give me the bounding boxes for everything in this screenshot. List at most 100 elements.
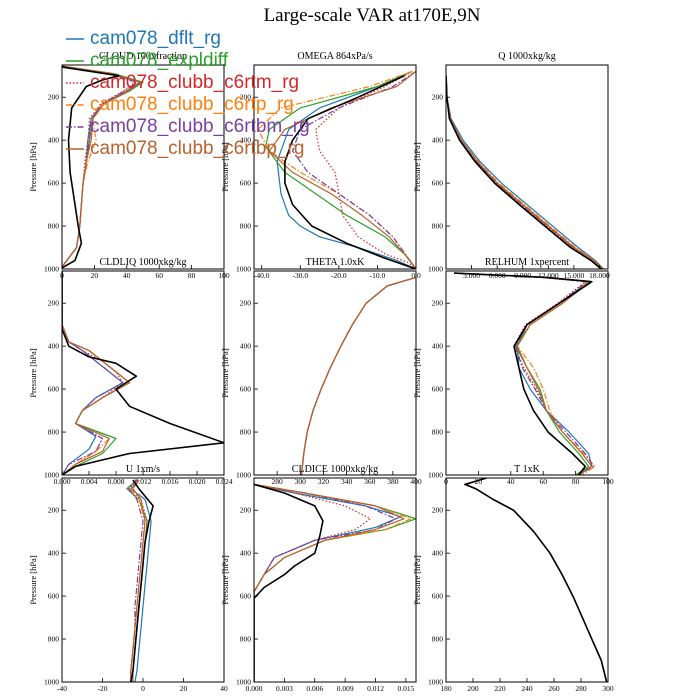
series-line-2 bbox=[62, 271, 130, 475]
y-tick-label: 600 bbox=[48, 385, 60, 394]
panel-title: CLDLIQ 1000xkg/kg bbox=[100, 257, 187, 268]
panel-title: T 1xK bbox=[514, 464, 540, 475]
x-tick-label: -30.0 bbox=[292, 271, 308, 280]
y-tick-label: 600 bbox=[240, 179, 252, 188]
x-tick-label: 80 bbox=[188, 271, 196, 280]
y-tick-label: 400 bbox=[432, 549, 444, 558]
series-line-1 bbox=[62, 271, 123, 475]
panel-title: RELHUM 1xpercent bbox=[485, 257, 569, 268]
y-tick-label: 200 bbox=[48, 506, 60, 515]
y-axis-label: Pressure [hPa] bbox=[220, 348, 230, 398]
y-tick-label: 1000 bbox=[428, 265, 443, 274]
y-tick-label: 800 bbox=[432, 222, 444, 231]
x-tick-label: -20.0 bbox=[331, 271, 347, 280]
y-tick-label: 400 bbox=[48, 549, 60, 558]
y-axis-label: Pressure [hPa] bbox=[28, 142, 38, 192]
figure-title: Large-scale VAR at170E,9N bbox=[264, 5, 481, 26]
x-tick-label: 40 bbox=[123, 271, 131, 280]
series-line-2 bbox=[301, 277, 416, 475]
legend-label: cam078_clubb_c6rtm_rg bbox=[90, 72, 299, 93]
plot-frame bbox=[446, 478, 608, 682]
y-tick-label: 800 bbox=[48, 428, 60, 437]
y-tick-label: 200 bbox=[432, 506, 444, 515]
legend-item-5: cam078_clubb_c6rtbm_rg bbox=[66, 116, 310, 137]
y-tick-label: 1000 bbox=[44, 471, 59, 480]
y-tick-label: 1000 bbox=[236, 678, 251, 687]
panel-title: U 1xm/s bbox=[126, 464, 160, 475]
series-line-3 bbox=[465, 478, 607, 682]
x-tick-label: 220 bbox=[494, 684, 506, 693]
x-tick-label: 0.012 bbox=[367, 684, 384, 693]
panel-title: CLDICE 1000xkg/kg bbox=[292, 464, 378, 475]
y-axis-label: Pressure [hPa] bbox=[220, 555, 230, 605]
y-tick-label: 400 bbox=[48, 342, 60, 351]
series-line-1 bbox=[254, 484, 401, 682]
figure: Large-scale VAR at170E,9N 0 20 40 60 80 10020… bbox=[0, 0, 700, 700]
y-tick-label: 200 bbox=[48, 93, 60, 102]
y-axis-label: Pressure [hPa] bbox=[412, 142, 422, 192]
x-tick-label: 40 bbox=[220, 684, 228, 693]
y-tick-label: 400 bbox=[48, 136, 60, 145]
series-line-4 bbox=[301, 277, 416, 475]
y-tick-label: 600 bbox=[240, 385, 252, 394]
y-tick-label: 800 bbox=[432, 428, 444, 437]
x-tick-label: 0.006 bbox=[306, 684, 323, 693]
x-tick-label: 20 bbox=[180, 684, 188, 693]
legend-item-3: cam078_clubb_c6rtm_rg bbox=[66, 72, 299, 93]
x-tick-label: 18.000 bbox=[589, 271, 610, 280]
y-tick-label: 1000 bbox=[236, 471, 251, 480]
series-line-7 bbox=[446, 76, 601, 269]
y-tick-label: 600 bbox=[48, 179, 60, 188]
series-group bbox=[62, 271, 224, 475]
y-tick-label: 1000 bbox=[428, 678, 443, 687]
legend-label: cam078_dflt_rg bbox=[90, 28, 221, 49]
series-line-1 bbox=[466, 478, 606, 682]
y-tick-label: 200 bbox=[240, 299, 252, 308]
series-line-2 bbox=[466, 478, 606, 682]
x-tick-label: -40.0 bbox=[254, 271, 270, 280]
series-group bbox=[254, 484, 416, 682]
x-tick-label: 0.015 bbox=[397, 684, 414, 693]
legend-item-4: cam078_clubb_c6rtp_rg bbox=[66, 94, 294, 115]
series-line-5 bbox=[446, 76, 603, 269]
y-axis-label: Pressure [hPa] bbox=[412, 555, 422, 605]
legend-label: cam078_clubb_c6rtbp_rg bbox=[90, 138, 304, 159]
series-line-7 bbox=[254, 484, 323, 682]
y-tick-label: 600 bbox=[432, 385, 444, 394]
y-tick-label: 1000 bbox=[44, 678, 59, 687]
x-tick-label: 300 bbox=[602, 684, 614, 693]
panel-title: OMEGA 864xPa/s bbox=[297, 51, 372, 62]
panel-4: 0.000 0.004 0.008 0.012 0.016 0.020 0.02420040… bbox=[28, 257, 233, 486]
series-group bbox=[301, 277, 416, 475]
x-tick-label: 0 bbox=[141, 684, 145, 693]
x-tick-label: 240 bbox=[521, 684, 533, 693]
y-tick-label: 800 bbox=[432, 635, 444, 644]
legend-item-2: cam078_expldiff bbox=[66, 50, 229, 71]
series-line-5 bbox=[62, 271, 123, 475]
plot-frame bbox=[62, 271, 224, 475]
y-tick-label: 200 bbox=[432, 93, 444, 102]
x-tick-label: -20 bbox=[98, 684, 108, 693]
legend-label: cam078_clubb_c6rtbm_rg bbox=[90, 116, 310, 137]
x-tick-label: 200 bbox=[467, 684, 479, 693]
y-tick-label: 200 bbox=[432, 299, 444, 308]
y-tick-label: 400 bbox=[432, 342, 444, 351]
series-line-6 bbox=[62, 271, 130, 475]
y-axis-label: Pressure [hPa] bbox=[28, 348, 38, 398]
series-group bbox=[446, 76, 604, 269]
x-tick-label: -10.0 bbox=[370, 271, 386, 280]
x-tick-label: 260 bbox=[548, 684, 560, 693]
x-tick-label: 280 bbox=[575, 684, 587, 693]
series-line-4 bbox=[62, 271, 130, 475]
y-tick-label: 1000 bbox=[44, 265, 59, 274]
y-tick-label: 400 bbox=[432, 136, 444, 145]
y-tick-label: 800 bbox=[240, 222, 252, 231]
panel-9: 180 200 220 240 260 280 3002004006008001000Pre… bbox=[412, 464, 614, 693]
legend-label: cam078_expldiff bbox=[90, 50, 229, 71]
panel-title: Q 1000xkg/kg bbox=[498, 51, 556, 62]
y-tick-label: 800 bbox=[240, 428, 252, 437]
y-tick-label: 600 bbox=[240, 592, 252, 601]
y-tick-label: 600 bbox=[432, 592, 444, 601]
series-line-1 bbox=[301, 277, 416, 475]
